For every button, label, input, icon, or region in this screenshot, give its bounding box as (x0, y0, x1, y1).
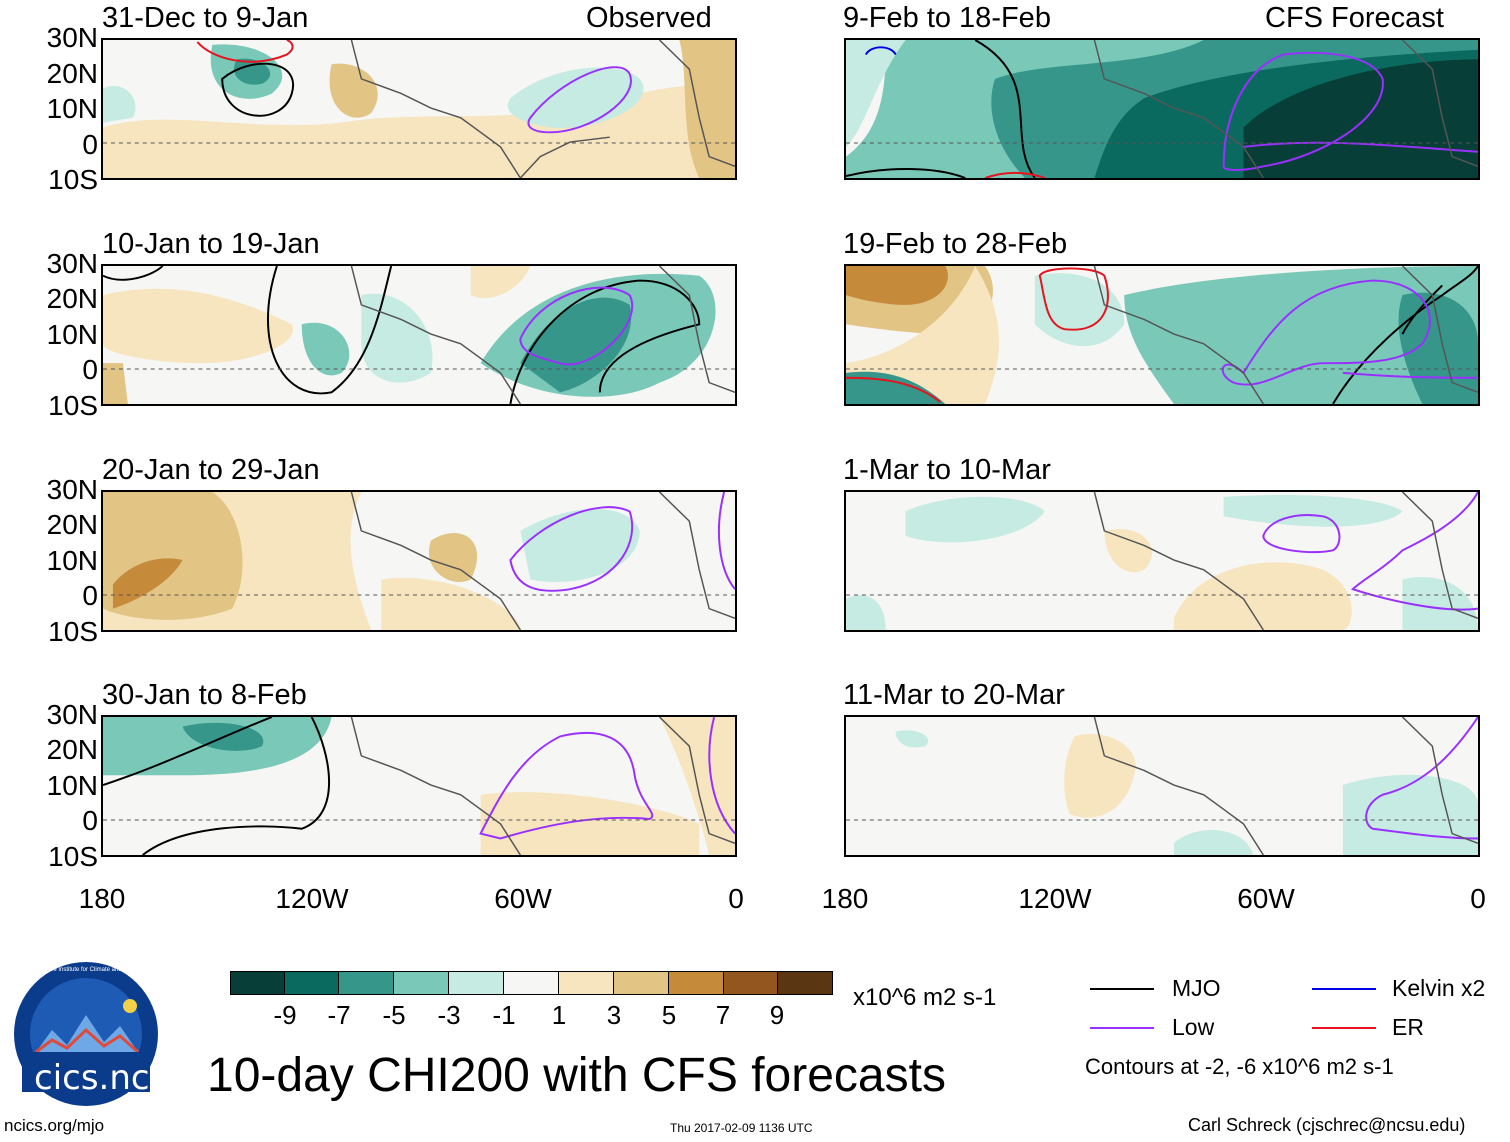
colorbar-swatch (777, 971, 833, 995)
lat-label: 20N (46, 509, 98, 540)
colorbar-swatch (558, 971, 614, 995)
legend-kelvin-label: Kelvin x2 (1392, 975, 1486, 1001)
colorbar-label: 7 (715, 1000, 731, 1030)
legend-mjo-label: MJO (1172, 975, 1221, 1001)
colorbar-label: 3 (606, 1000, 622, 1030)
colorbar-label: -7 (327, 1000, 351, 1030)
legend-low-label: Low (1172, 1014, 1215, 1040)
lat-label: 10S (48, 390, 98, 421)
lon-label: 0 (728, 883, 744, 914)
observed-label: Observed (586, 2, 712, 34)
lon-label: 180 (821, 883, 869, 914)
contours-note: Contours at -2, -6 x10^6 m2 s-1 (1085, 1054, 1394, 1079)
panel-5-title: 9-Feb to 18-Feb (843, 2, 1051, 34)
lat-label: 0 (82, 354, 98, 385)
main-title: 10-day CHI200 with CFS forecasts (207, 1049, 946, 1102)
colorbar-swatch (723, 971, 779, 995)
lat-label: 10S (48, 164, 98, 195)
lat-label: 10N (46, 545, 98, 576)
panel-1-title: 31-Dec to 9-Jan (102, 2, 309, 34)
legend-mjo-line (1090, 988, 1154, 990)
lat-label: 10S (48, 616, 98, 647)
legend-kelvin-line (1312, 988, 1376, 990)
panel-3-title: 20-Jan to 29-Jan (102, 454, 320, 486)
colorbar-label: 9 (769, 1000, 785, 1030)
colorbar-swatch (613, 971, 669, 995)
lat-label: 0 (82, 580, 98, 611)
panel-8-title: 11-Mar to 20-Mar (843, 679, 1065, 711)
panel-2-title: 10-Jan to 19-Jan (102, 228, 320, 260)
map-panel-4 (101, 715, 737, 857)
colorbar-label: -9 (273, 1000, 297, 1030)
colorbar-swatch (448, 971, 504, 995)
colorbar-swatch (338, 971, 394, 995)
map-panel-3 (101, 490, 737, 632)
legend-er-label: ER (1392, 1014, 1424, 1040)
lat-label: 30N (46, 699, 98, 730)
colorbar-swatch (284, 971, 340, 995)
footer-timestamp: Thu 2017-02-09 1136 UTC (670, 1121, 813, 1135)
map-panel-7 (844, 490, 1480, 632)
colorbar-label: 5 (661, 1000, 677, 1030)
lat-label: 10N (46, 93, 98, 124)
lat-label: 20N (46, 283, 98, 314)
colorbar-label: -3 (437, 1000, 461, 1030)
lon-label: 120W (1018, 883, 1092, 914)
colorbar-label: 1 (551, 1000, 567, 1030)
lat-label: 10N (46, 770, 98, 801)
lon-label: 0 (1470, 883, 1486, 914)
map-panel-1 (101, 38, 737, 180)
lon-label: 180 (78, 883, 126, 914)
lon-label: 120W (275, 883, 349, 914)
legend-er-line (1312, 1027, 1376, 1029)
map-panel-5 (844, 38, 1480, 180)
lat-label: 10N (46, 319, 98, 350)
lon-label: 60W (1237, 883, 1295, 914)
footer-url: ncics.org/mjo (4, 1116, 105, 1135)
map-panel-2 (101, 264, 737, 406)
cics-logo: cics.nc Cooperative Institute for Climat… (12, 960, 160, 1108)
colorbar-label: -1 (492, 1000, 516, 1030)
lat-label: 10S (48, 841, 98, 872)
logo-text: cics.nc (34, 1058, 150, 1098)
panel-4-title: 30-Jan to 8-Feb (102, 679, 307, 711)
colorbar (230, 971, 833, 995)
lat-label: 0 (82, 129, 98, 160)
lat-label: 30N (46, 22, 98, 53)
legend-low-line (1090, 1027, 1154, 1029)
panel-6-title: 19-Feb to 28-Feb (843, 228, 1068, 260)
map-panel-6 (844, 264, 1480, 406)
lat-label: 20N (46, 58, 98, 89)
colorbar-swatch (230, 971, 286, 995)
colorbar-swatch (668, 971, 724, 995)
panel-7-title: 1-Mar to 10-Mar (843, 454, 1051, 486)
map-panel-8 (844, 715, 1480, 857)
lat-label: 0 (82, 805, 98, 836)
lat-label: 30N (46, 474, 98, 505)
lat-label: 30N (46, 248, 98, 279)
lat-label: 20N (46, 734, 98, 765)
cfs-forecast-label: CFS Forecast (1265, 2, 1444, 34)
colorbar-swatch (393, 971, 449, 995)
lon-label: 60W (494, 883, 552, 914)
colorbar-units: x10^6 m2 s-1 (853, 984, 997, 1011)
colorbar-swatch (503, 971, 559, 995)
logo-ring-text: Cooperative Institute for Climate and Sa… (24, 967, 148, 973)
footer-credit: Carl Schreck (cjschrec@ncsu.edu) (1188, 1115, 1466, 1135)
colorbar-label: -5 (382, 1000, 406, 1030)
